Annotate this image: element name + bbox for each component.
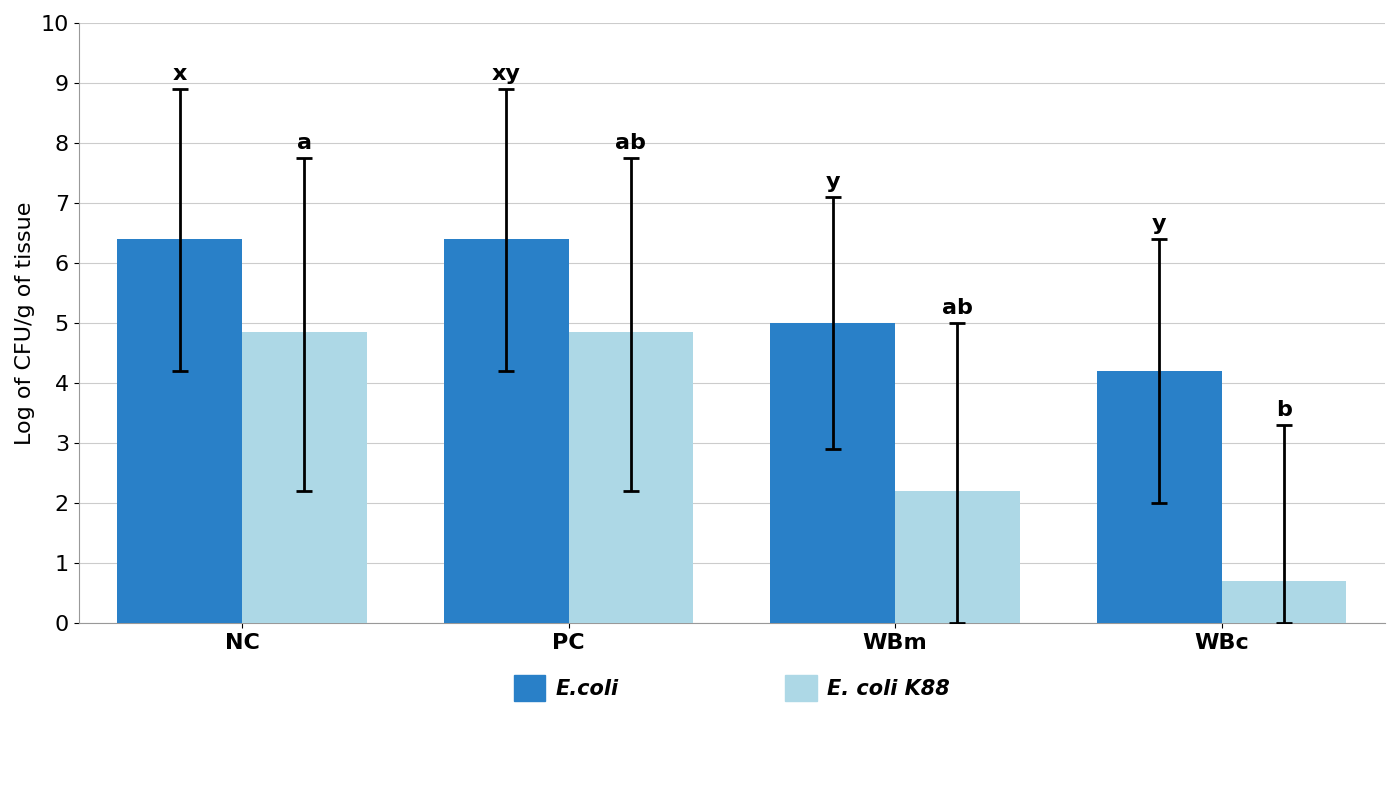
- Text: y: y: [1152, 214, 1166, 234]
- Bar: [242, 333, 367, 623]
- Text: xy: xy: [491, 65, 521, 84]
- Bar: [118, 239, 242, 623]
- Text: ab: ab: [942, 299, 973, 318]
- Bar: [568, 333, 693, 623]
- Text: ab: ab: [616, 133, 647, 153]
- Text: a: a: [297, 133, 312, 153]
- Text: y: y: [826, 173, 840, 192]
- Bar: [1222, 582, 1347, 623]
- Y-axis label: Log of CFU/g of tissue: Log of CFU/g of tissue: [15, 202, 35, 445]
- Bar: [770, 323, 895, 623]
- Text: x: x: [172, 65, 186, 84]
- Bar: [444, 239, 568, 623]
- Bar: [895, 491, 1019, 623]
- Bar: [1098, 371, 1222, 623]
- Legend: E.coli, E. coli K88: E.coli, E. coli K88: [505, 667, 958, 709]
- Text: b: b: [1277, 400, 1292, 420]
